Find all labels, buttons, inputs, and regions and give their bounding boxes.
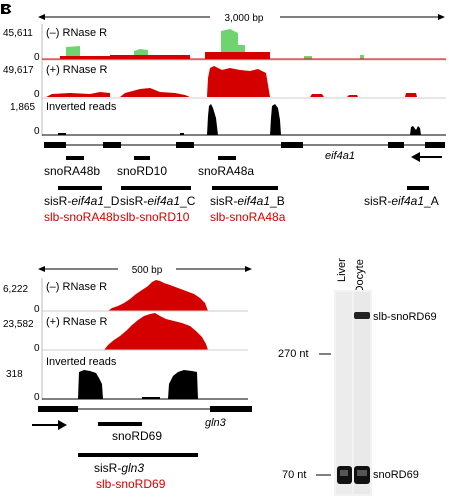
marker-270nt: 270 nt bbox=[278, 348, 309, 360]
coverage-plus-rnase bbox=[46, 66, 417, 97]
panel-letter-c: C bbox=[1, 1, 12, 18]
coverage-plus-rnase-c bbox=[104, 313, 208, 350]
gene-label-eif4a1: eif4a1 bbox=[325, 150, 355, 162]
gene-model-gln3 bbox=[38, 406, 252, 412]
sisr-label-a: sisR-eif4a1_A bbox=[364, 194, 439, 208]
track-label-inverted-c: Inverted reads bbox=[46, 356, 117, 368]
track-scale-minus: 45,611 bbox=[3, 28, 33, 39]
snorna-label-snord10: snoRD10 bbox=[117, 164, 167, 178]
scale-label: 3,000 bp bbox=[225, 13, 264, 24]
snorna-label-snora48b: snoRA48b bbox=[44, 164, 100, 178]
track-zero-inverted: 0 bbox=[34, 126, 40, 137]
sisr-label-d: sisR-eif4a1_D bbox=[44, 194, 120, 208]
direction-arrow-right-icon bbox=[32, 420, 67, 430]
gene-label-gln3: gln3 bbox=[205, 417, 227, 429]
band-label-snord69: snoRD69 bbox=[373, 469, 419, 481]
slb-label-snord69: slb-snoRD69 bbox=[96, 477, 166, 491]
direction-arrow-left-icon bbox=[411, 152, 442, 162]
panel-letter-b: B bbox=[0, 1, 11, 18]
scale-arrow-left-icon bbox=[38, 14, 45, 20]
gene-model-eif4a1 bbox=[44, 142, 445, 148]
coverage-inverted-reads-c bbox=[78, 370, 198, 399]
sisr-label-b: sisR-eif4a1_B bbox=[210, 194, 285, 208]
track-label-plus: (+) RNase R bbox=[46, 64, 107, 76]
track-scale-plus-c: 23,582 bbox=[3, 319, 34, 330]
panel-b: 3,000 bp 45,611 0 (–) RNase R 49,617 0 (… bbox=[3, 10, 446, 224]
scale-label-c: 500 bp bbox=[132, 265, 163, 276]
scale-arrow-left-c-icon bbox=[38, 266, 45, 272]
band-slb-snord69 bbox=[354, 312, 370, 319]
lane-label-oocyte: Oocyte bbox=[354, 259, 366, 294]
coverage-minus-rnase-c bbox=[108, 280, 208, 311]
slb-label-snord10: slb-snoRD10 bbox=[120, 210, 190, 224]
band-label-slb-snord69: slb-snoRD69 bbox=[373, 311, 437, 323]
track-scale-inverted: 1,865 bbox=[10, 102, 35, 113]
track-zero-minus: 0 bbox=[34, 52, 40, 63]
track-zero-plus: 0 bbox=[34, 89, 40, 100]
slb-label-snora48a: slb-snoRA48a bbox=[210, 210, 286, 224]
scale-arrow-right-icon bbox=[438, 14, 445, 20]
snorna-label-snora48a: snoRA48a bbox=[198, 164, 254, 178]
track-label-inverted: Inverted reads bbox=[46, 101, 117, 113]
gel-panel: Liver Oocyte 270 nt 70 nt slb-snoRD69 sn… bbox=[278, 258, 437, 496]
track-scale-minus-c: 6,222 bbox=[3, 284, 28, 295]
sisr-label-gln3: sisR-gln3 bbox=[94, 461, 144, 475]
coverage-inverted-reads bbox=[58, 104, 421, 135]
track-label-plus-c: (+) RNase R bbox=[46, 316, 107, 328]
snorna-label-snord69: snoRD69 bbox=[112, 429, 162, 443]
marker-70nt: 70 nt bbox=[282, 469, 306, 481]
coverage-minus-rnase bbox=[66, 29, 364, 59]
track-label-minus-c: (–) RNase R bbox=[46, 281, 107, 293]
scale-arrow-right-c-icon bbox=[245, 266, 252, 272]
track-zero-plus-c: 0 bbox=[34, 343, 40, 354]
track-scale-plus: 49,617 bbox=[3, 65, 34, 76]
panel-c: 500 bp 6,222 0 (–) RNase R 23,582 0 (+) … bbox=[3, 262, 252, 491]
track-scale-inverted-c: 318 bbox=[6, 369, 23, 380]
track-zero-inverted-c: 0 bbox=[34, 392, 40, 403]
sisr-label-c: sisR-eif4a1_C bbox=[120, 194, 196, 208]
slb-label-snora48b: slb-snoRA48b bbox=[44, 210, 120, 224]
track-label-minus: (–) RNase R bbox=[46, 27, 107, 39]
lane-label-liver: Liver bbox=[336, 258, 348, 282]
track-zero-minus-c: 0 bbox=[34, 304, 40, 315]
